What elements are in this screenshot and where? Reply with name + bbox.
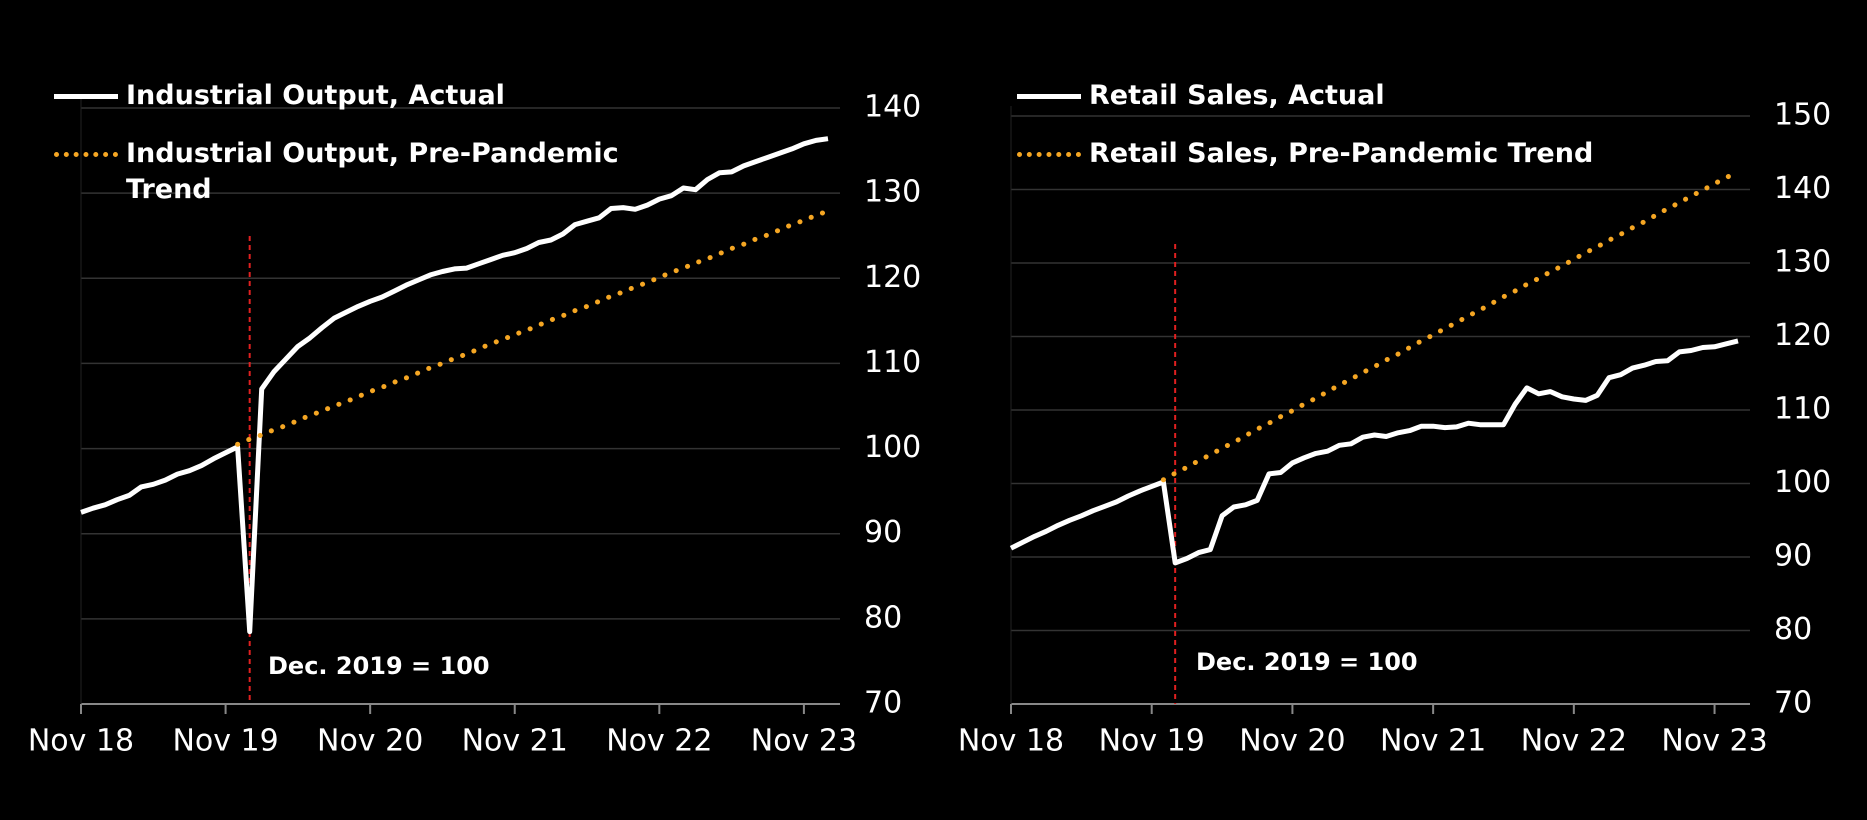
legend-swatch (1017, 152, 1081, 157)
annotation: Dec. 2019 = 100 (1196, 648, 1418, 676)
legend-swatch (54, 152, 118, 157)
y-tick-label: 80 (1774, 612, 1812, 647)
legend-label: Retail Sales, Actual (1089, 80, 1385, 111)
x-tick-label: Nov 20 (317, 724, 423, 759)
annotation: Dec. 2019 = 100 (268, 652, 490, 680)
x-tick-label: Nov 19 (172, 724, 278, 759)
y-tick-label: 110 (864, 345, 921, 380)
y-tick-label: 90 (864, 515, 902, 550)
legend-swatch (1017, 94, 1081, 99)
y-tick-label: 70 (864, 686, 902, 721)
y-tick-label: 100 (1774, 465, 1831, 500)
series-line (80, 136, 829, 635)
legend-item: Industrial Output, Actual (54, 78, 646, 114)
x-tick-label: Nov 21 (462, 724, 568, 759)
y-tick-label: 140 (1774, 171, 1831, 206)
series-line (1160, 168, 1741, 483)
x-tick-label: Nov 22 (606, 724, 712, 759)
y-tick-label: 80 (864, 600, 902, 635)
y-tick-label: 150 (1774, 98, 1831, 133)
x-tick-label: Nov 18 (28, 724, 134, 759)
y-tick-label: 120 (1774, 318, 1831, 353)
x-tick-label: Nov 20 (1239, 724, 1345, 759)
legend: Industrial Output, Actual Industrial Outp… (54, 78, 646, 230)
y-tick-label: 90 (1774, 539, 1812, 574)
y-tick-label: 140 (864, 90, 921, 125)
y-tick-label: 130 (1774, 245, 1831, 280)
x-tick-label: Nov 18 (958, 724, 1064, 759)
x-tick-label: Nov 21 (1380, 724, 1486, 759)
series-line (1009, 338, 1739, 566)
y-tick-label: 100 (864, 430, 921, 465)
x-tick-label: Nov 19 (1099, 724, 1205, 759)
x-tick-label: Nov 23 (1661, 724, 1767, 759)
legend-item: Industrial Output, Pre-Pandemic Trend (54, 136, 646, 208)
legend-item: Retail Sales, Pre-Pandemic Trend (1017, 136, 1593, 172)
x-tick-label: Nov 22 (1521, 724, 1627, 759)
y-tick-label: 120 (864, 260, 921, 295)
legend-label: Industrial Output, Pre-Pandemic Trend (126, 138, 619, 205)
legend-label: Retail Sales, Pre-Pandemic Trend (1089, 138, 1594, 169)
y-tick-label: 70 (1774, 686, 1812, 721)
x-tick-label: Nov 23 (751, 724, 857, 759)
y-tick-label: 110 (1774, 392, 1831, 427)
legend-item: Retail Sales, Actual (1017, 78, 1593, 114)
legend: Retail Sales, Actual Retail Sales, Pre-Pa… (1017, 78, 1593, 194)
y-tick-label: 130 (864, 175, 921, 210)
legend-label: Industrial Output, Actual (126, 80, 505, 111)
legend-swatch (54, 94, 118, 99)
